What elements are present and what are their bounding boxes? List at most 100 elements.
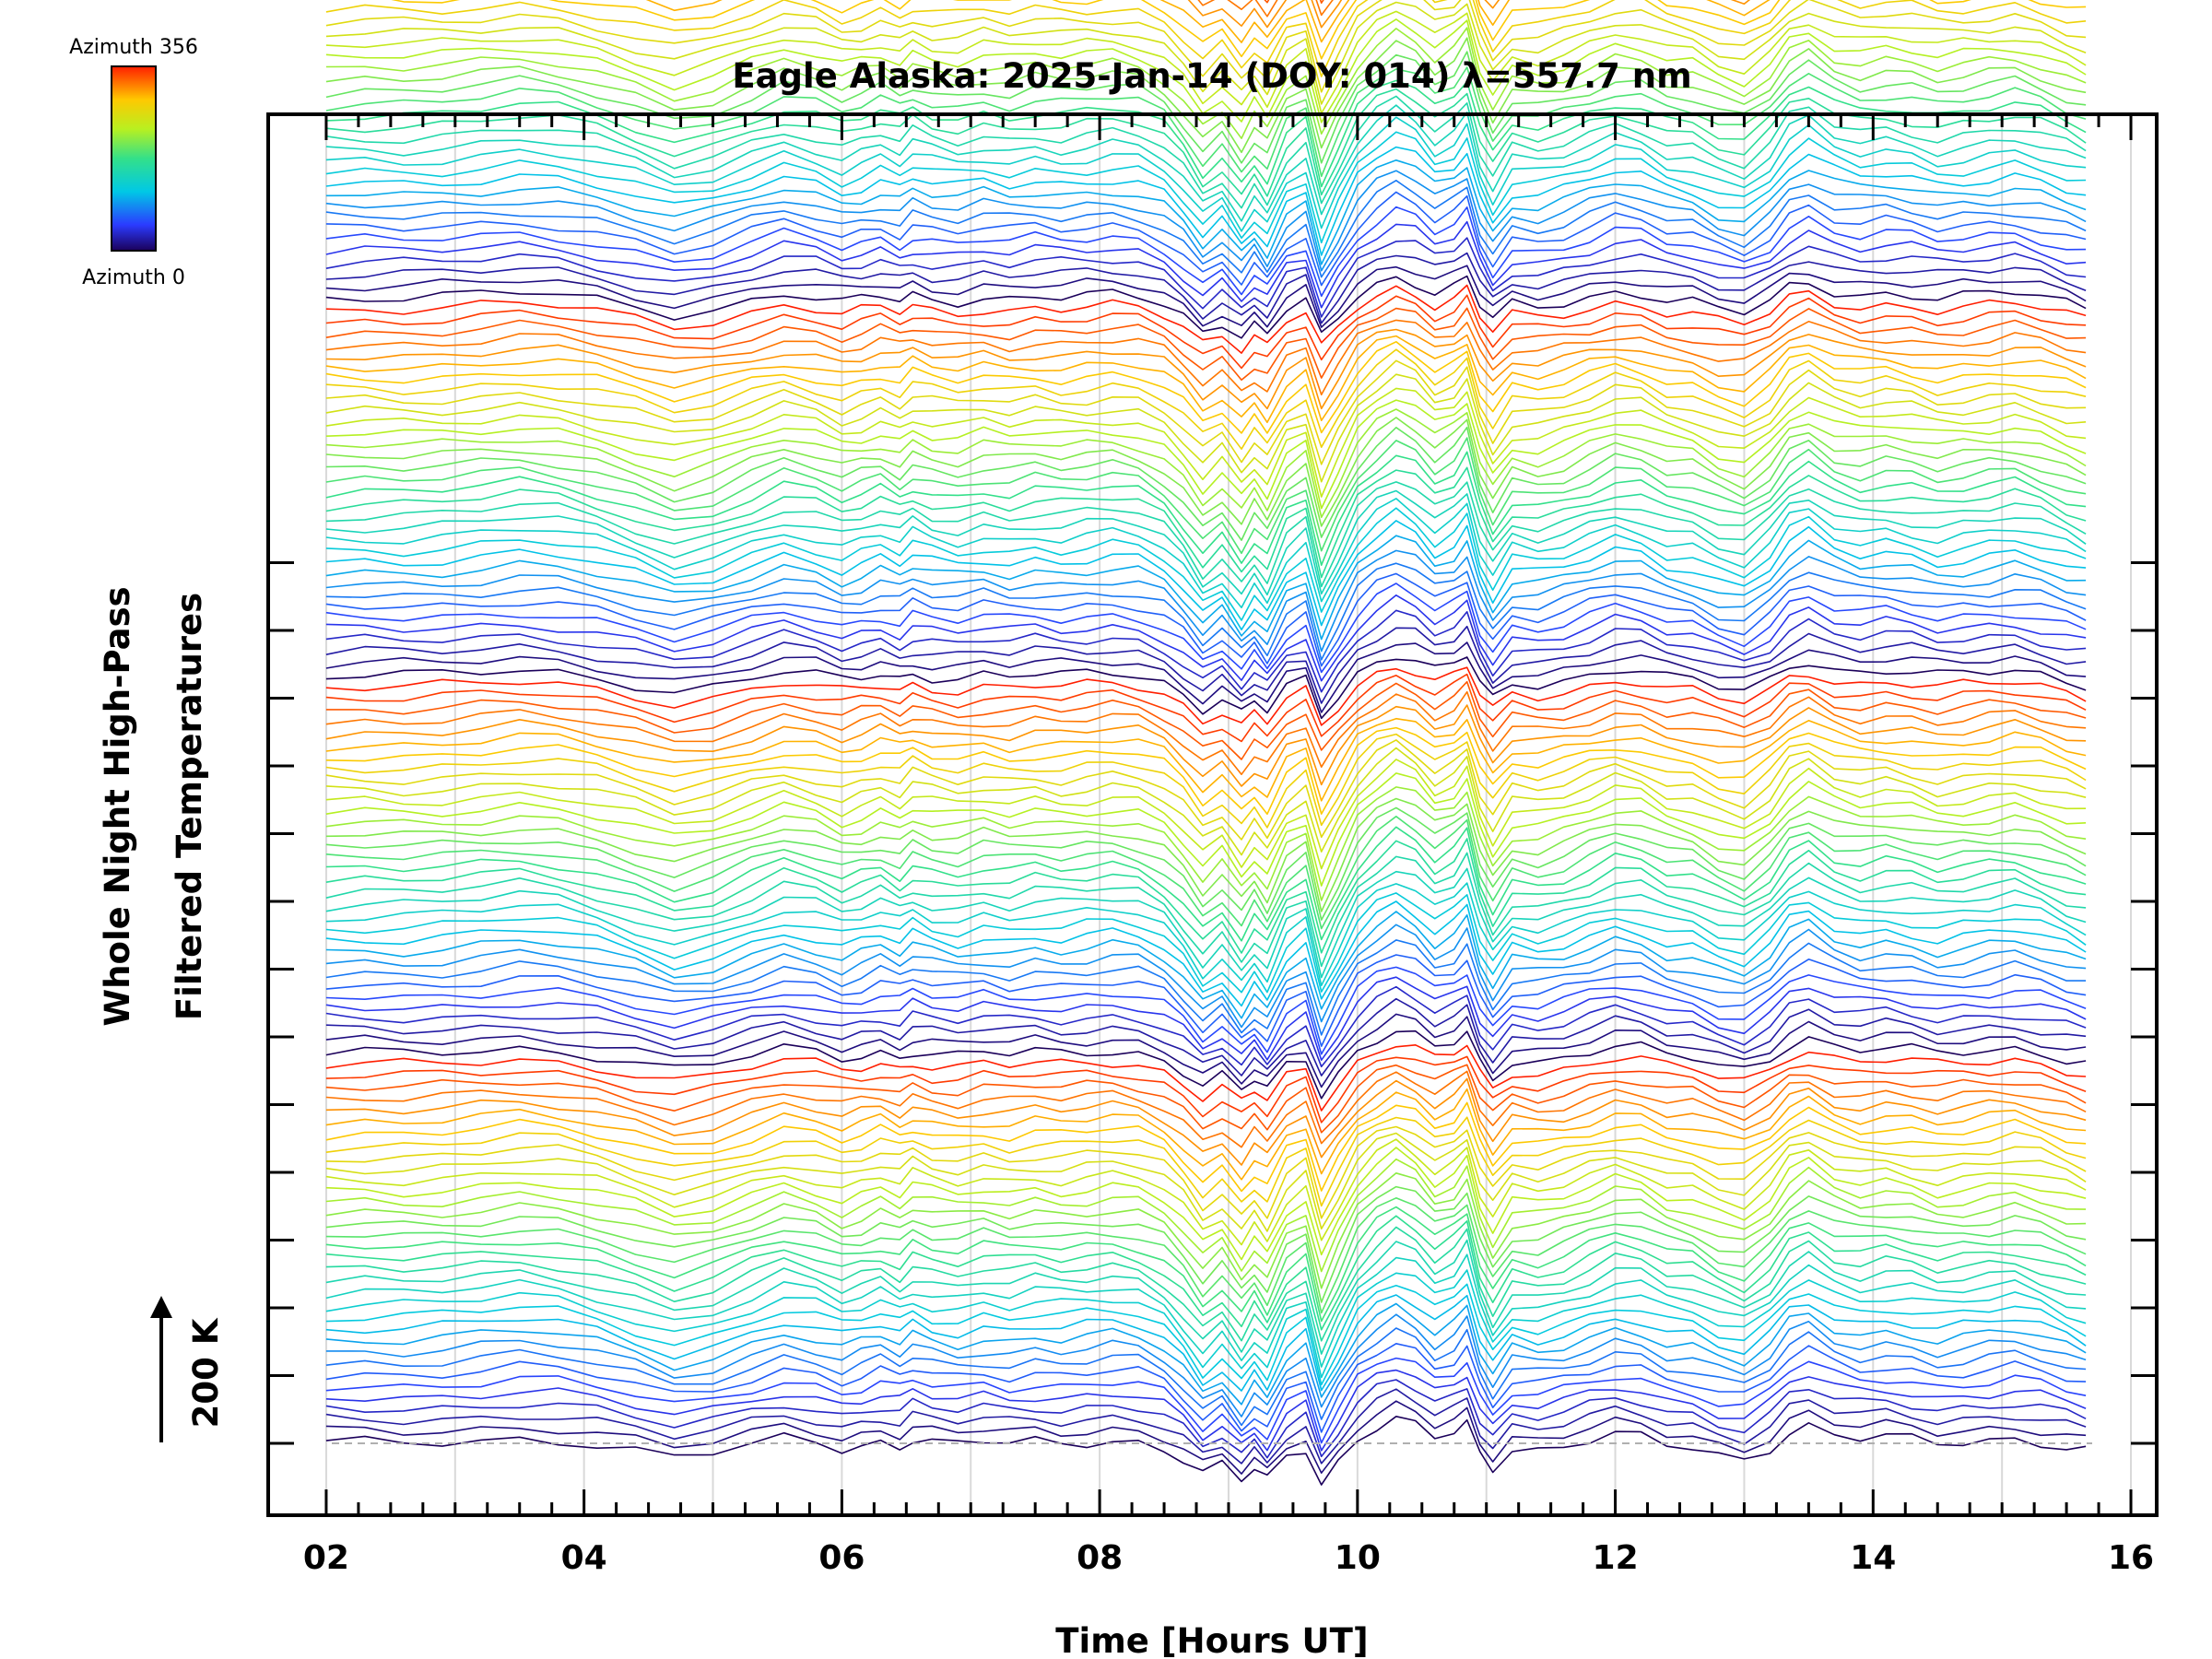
temperature-profile-line <box>325 426 2087 541</box>
temperature-profile-line <box>325 549 2087 653</box>
temperature-profile-line <box>325 37 2087 154</box>
temperature-profile-line <box>325 1357 2087 1444</box>
temperature-profile-line <box>325 680 2087 760</box>
temperature-profile-line <box>325 838 2087 954</box>
temperature-profile-line <box>325 562 2087 661</box>
temperature-profile-line <box>325 797 2087 912</box>
temperature-profile-line <box>325 220 2087 309</box>
temperature-profile-line <box>325 159 2087 265</box>
temperature-profile-line <box>325 1013 2087 1088</box>
temperature-profile-line <box>325 726 2087 816</box>
temperature-profile-line <box>1264 0 1324 4</box>
temperature-profile-line <box>325 1138 2087 1246</box>
y-axis-ticks <box>268 561 2157 1445</box>
temperature-profile-line <box>325 1283 2087 1386</box>
temperature-profile-line <box>325 408 2087 518</box>
temperature-profile-line <box>325 733 2087 829</box>
temperature-profile-line <box>325 666 2087 726</box>
temperature-profile-line <box>325 507 2087 621</box>
temperature-profile-line <box>325 1327 2087 1427</box>
temperature-profile-line <box>325 1125 2087 1219</box>
temperature-profile-line <box>325 417 2087 527</box>
temperature-profile-line <box>325 739 2087 841</box>
temperature-profile-line <box>325 466 2087 579</box>
temperature-profile-line <box>325 252 2087 324</box>
temperature-profile-line <box>325 10 2087 114</box>
temperature-profile-line <box>325 1044 2087 1112</box>
temperature-profile-line <box>325 1197 2087 1314</box>
temperature-profile-line <box>325 498 2087 608</box>
temperature-profile-line <box>325 180 2087 278</box>
temperature-profile-line <box>325 924 2087 1029</box>
temperature-profile-line <box>325 275 2087 339</box>
scale-bar: 200 K <box>150 1296 226 1442</box>
temperature-profile-line <box>325 985 2087 1068</box>
temperature-profile-line <box>325 572 2087 667</box>
temperature-profile-line <box>325 939 2087 1036</box>
x-tick-label: 14 <box>1850 1539 1896 1577</box>
temperature-profile-line <box>325 1055 2087 1124</box>
temperature-profile-line <box>325 966 2087 1055</box>
temperature-profile-line <box>325 582 2087 674</box>
temperature-profile-line <box>325 1379 2087 1459</box>
temperature-profile-line <box>325 1226 2087 1342</box>
temperature-profile-line <box>325 1400 2087 1475</box>
temperature-profile-line <box>645 0 1771 43</box>
temperature-profile-line <box>325 387 2087 498</box>
temperature-profile-line <box>325 1030 2087 1100</box>
temperature-profile-line <box>325 609 2087 693</box>
temperature-profile-line <box>325 673 2087 743</box>
temperature-profile-line <box>325 146 2087 256</box>
temperature-profile-line <box>325 328 2087 410</box>
temperature-profile-line <box>325 520 2087 630</box>
temperature-profile-line <box>325 806 2087 921</box>
temperature-profile-line <box>325 1313 2087 1418</box>
colorbar-gradient <box>111 65 157 252</box>
temperature-profile-line <box>325 1070 2087 1148</box>
temperature-profile-line <box>325 437 2087 555</box>
y-axis-label-line2: Filtered Temperatures <box>170 593 209 1020</box>
temperature-profile-line <box>325 1215 2087 1331</box>
temperature-profile-line <box>325 1172 2087 1289</box>
temperature-profile-line <box>325 399 2087 510</box>
x-axis-ticks: 02 04 06 08 10 12 14 16 <box>303 114 2154 1577</box>
temperature-profile-line <box>325 1416 2087 1486</box>
temperature-profile-line <box>325 882 2087 987</box>
temperature-profile-line <box>325 206 2087 298</box>
temperature-profile-line <box>325 852 2087 968</box>
temperature-profile-line <box>325 1302 2087 1406</box>
temperature-profile-line <box>325 0 2087 77</box>
temperature-profile-line <box>325 1 2087 105</box>
temperature-profile-line <box>325 954 2087 1047</box>
temperature-profile-line <box>325 717 2087 802</box>
colorbar-min-label: Azimuth 0 <box>82 266 185 289</box>
x-tick-label: 02 <box>303 1539 349 1577</box>
temperature-profile-line <box>325 265 2087 328</box>
temperature-profile-line <box>325 116 2087 232</box>
colorbar-max-label: Azimuth 356 <box>69 36 198 59</box>
colorbar: Azimuth 356 Azimuth 0 <box>69 36 198 289</box>
scale-arrow-head <box>150 1296 172 1318</box>
temperature-profile-line <box>325 759 2087 870</box>
temperature-profile-line <box>325 335 2087 424</box>
temperature-profile-line <box>325 95 2087 209</box>
temperature-profile-line <box>325 131 2087 244</box>
chart-title: Eagle Alaska: 2025-Jan-14 (DOY: 014) λ=5… <box>732 56 1691 96</box>
temperature-profile-line <box>325 625 2087 704</box>
temperature-profile-line <box>325 294 2087 370</box>
temperature-profile-line <box>325 170 2087 272</box>
x-tick-label: 08 <box>1077 1539 1123 1577</box>
temperature-profile-line <box>325 1147 2087 1261</box>
temperature-profile-line <box>325 641 2087 713</box>
x-axis-label: Time [Hours UT] <box>1055 1621 1368 1659</box>
y-axis-label-line1: Whole Night High-Pass <box>98 586 137 1026</box>
temperature-profile-line <box>325 900 2087 1007</box>
temperature-profile-line <box>325 27 2087 139</box>
temperature-profile-line <box>325 307 2087 382</box>
temperature-profile-line <box>325 535 2087 641</box>
temperature-profile-line <box>325 690 2087 775</box>
temperature-profiles <box>325 0 2087 1486</box>
temperature-profile-line <box>325 1239 2087 1355</box>
temperature-profile-line <box>325 826 2087 942</box>
